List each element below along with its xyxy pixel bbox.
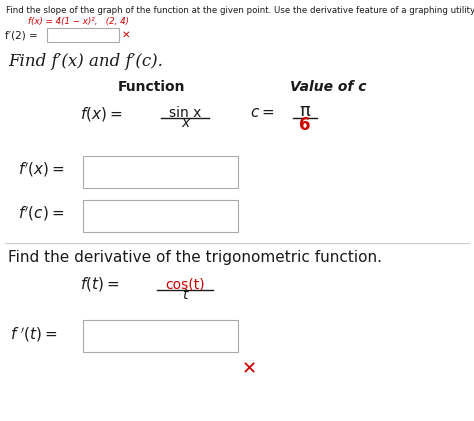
Text: $f'(c) =$: $f'(c) =$ [18, 204, 64, 223]
Text: t: t [182, 288, 188, 302]
Text: Find f′(x) and f′(c).: Find f′(x) and f′(c). [8, 53, 163, 70]
Text: f(x) = 4(1 − x)²,   (2, 4): f(x) = 4(1 − x)², (2, 4) [28, 17, 129, 26]
Text: ✕: ✕ [242, 360, 257, 378]
Text: sin x: sin x [169, 106, 201, 120]
Bar [83, 200, 238, 232]
Text: f′(2) =: f′(2) = [5, 30, 38, 40]
Text: 6: 6 [299, 116, 311, 134]
Text: π: π [300, 102, 310, 120]
Text: $f\ '(t) =$: $f\ '(t) =$ [10, 325, 58, 344]
Text: ✕: ✕ [122, 30, 131, 40]
Text: Function: Function [118, 80, 186, 94]
Bar [83, 156, 238, 188]
Bar [83, 320, 238, 352]
Bar [47, 28, 119, 42]
Text: cos(t): cos(t) [165, 278, 205, 292]
Text: $c =$: $c =$ [250, 105, 274, 120]
Text: Find the slope of the graph of the function at the given point. Use the derivati: Find the slope of the graph of the funct… [6, 6, 474, 15]
Text: $f(x) =$: $f(x) =$ [80, 105, 122, 123]
Text: Value of c: Value of c [290, 80, 366, 94]
Text: $f'(x) =$: $f'(x) =$ [18, 160, 65, 179]
Text: $f(t) =$: $f(t) =$ [80, 275, 119, 293]
Text: x: x [181, 116, 189, 130]
Text: Find the derivative of the trigonometric function.: Find the derivative of the trigonometric… [8, 250, 382, 265]
